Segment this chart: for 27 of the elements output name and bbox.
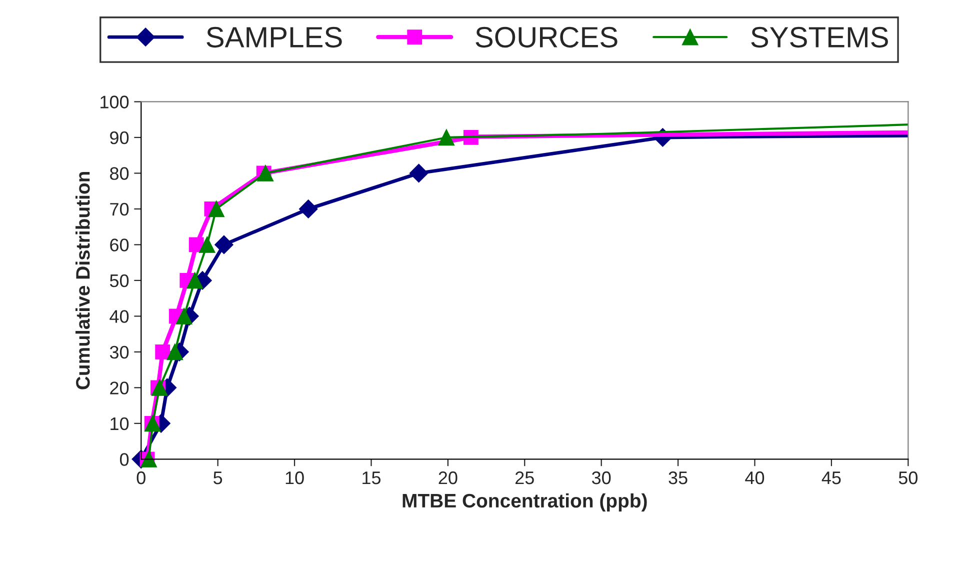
x-tick-label: 20 [438,471,458,484]
x-tick-label: 40 [745,471,764,484]
y-tick-label: 10 [110,417,129,430]
x-tick-label: 45 [822,472,841,484]
y-tick-label: 0 [120,453,129,466]
x-tick-label: 5 [214,472,222,484]
x-tick-label: 0 [136,471,146,484]
x-tick-label: 50 [898,471,918,484]
y-tick-label: 100 [100,96,129,108]
y-tick-label: 90 [110,131,129,144]
y-tick-label: 80 [110,167,129,180]
y-tick-label: 20 [110,382,129,394]
y-tick-label: 40 [110,310,129,323]
x-axis-title: MTBE Concentration (ppb) [402,493,647,512]
y-tick-label: 70 [110,202,129,216]
x-tick-label: 15 [362,472,381,484]
x-tick-label: 10 [286,471,304,484]
x-tick-label: 30 [592,471,611,484]
legend-label: SAMPLES [206,26,342,48]
y-tick-label: 30 [110,346,129,359]
x-tick-label: 25 [516,471,534,484]
legend-label: SYSTEMS [751,26,888,48]
x-tick-label: 35 [668,471,688,484]
y-axis-title: Cumulative Distribution [76,172,90,390]
legend-label: SOURCES [476,26,618,48]
y-tick-label: 60 [110,238,129,252]
y-tick-label: 50 [110,274,129,288]
